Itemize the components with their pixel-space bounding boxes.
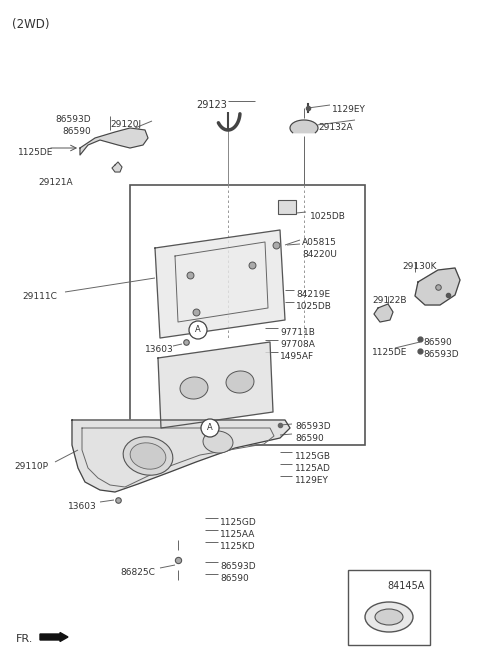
- Text: 1125DE: 1125DE: [18, 148, 53, 157]
- Text: 29130K: 29130K: [402, 262, 436, 271]
- Text: 13603: 13603: [145, 345, 174, 354]
- Polygon shape: [290, 120, 318, 132]
- Circle shape: [201, 419, 219, 437]
- Text: 1125GD: 1125GD: [220, 518, 257, 527]
- Ellipse shape: [123, 437, 173, 475]
- FancyArrow shape: [40, 633, 68, 641]
- Polygon shape: [155, 230, 285, 338]
- Text: 1025DB: 1025DB: [296, 302, 332, 311]
- Text: 29122B: 29122B: [372, 296, 407, 305]
- Ellipse shape: [130, 443, 166, 469]
- Bar: [130, 185, 365, 445]
- Text: 13603: 13603: [68, 502, 97, 511]
- Text: 97708A: 97708A: [280, 340, 315, 349]
- Text: 86590: 86590: [62, 127, 91, 136]
- Polygon shape: [415, 268, 460, 305]
- Text: 84220U: 84220U: [302, 250, 337, 259]
- Ellipse shape: [365, 602, 413, 632]
- Text: 1125AA: 1125AA: [220, 530, 255, 539]
- Polygon shape: [112, 162, 122, 172]
- Polygon shape: [80, 128, 148, 155]
- Polygon shape: [72, 420, 290, 492]
- Text: 86593D: 86593D: [220, 562, 256, 571]
- Text: 29121A: 29121A: [38, 178, 72, 187]
- Text: 84219E: 84219E: [296, 290, 330, 299]
- Text: 1495AF: 1495AF: [280, 352, 314, 361]
- Text: 97711B: 97711B: [280, 328, 315, 337]
- Text: A05815: A05815: [302, 238, 337, 247]
- Polygon shape: [158, 342, 273, 428]
- Ellipse shape: [203, 431, 233, 453]
- Text: 29123: 29123: [196, 100, 227, 110]
- Bar: [348, 570, 430, 645]
- Bar: [278, 200, 296, 214]
- Text: 86593D: 86593D: [55, 115, 91, 124]
- Text: 1129EY: 1129EY: [295, 476, 329, 485]
- Text: 86825C: 86825C: [120, 568, 155, 577]
- Circle shape: [189, 321, 207, 339]
- Text: 1125AD: 1125AD: [295, 464, 331, 473]
- Ellipse shape: [375, 609, 403, 625]
- Text: A: A: [195, 326, 201, 335]
- Text: 86590: 86590: [220, 574, 249, 583]
- Text: 1129EY: 1129EY: [332, 105, 366, 114]
- Text: 29111C: 29111C: [22, 292, 57, 301]
- Text: 1025DB: 1025DB: [310, 212, 346, 221]
- Text: (2WD): (2WD): [12, 18, 49, 31]
- Text: 84145A: 84145A: [387, 581, 424, 591]
- Ellipse shape: [180, 377, 208, 399]
- Text: 86593D: 86593D: [423, 350, 458, 359]
- Text: 1125GB: 1125GB: [295, 452, 331, 461]
- Text: 29120J: 29120J: [110, 120, 141, 129]
- Ellipse shape: [226, 371, 254, 393]
- Text: 86590: 86590: [423, 338, 452, 347]
- Text: 86593D: 86593D: [295, 422, 331, 431]
- Text: A: A: [207, 424, 213, 432]
- Text: 1125DE: 1125DE: [372, 348, 408, 357]
- Text: 29132A: 29132A: [318, 123, 353, 132]
- Text: 1125KD: 1125KD: [220, 542, 256, 551]
- Text: 29110P: 29110P: [14, 462, 48, 471]
- Text: 86590: 86590: [295, 434, 324, 443]
- Text: FR.: FR.: [16, 634, 34, 644]
- Polygon shape: [374, 304, 393, 322]
